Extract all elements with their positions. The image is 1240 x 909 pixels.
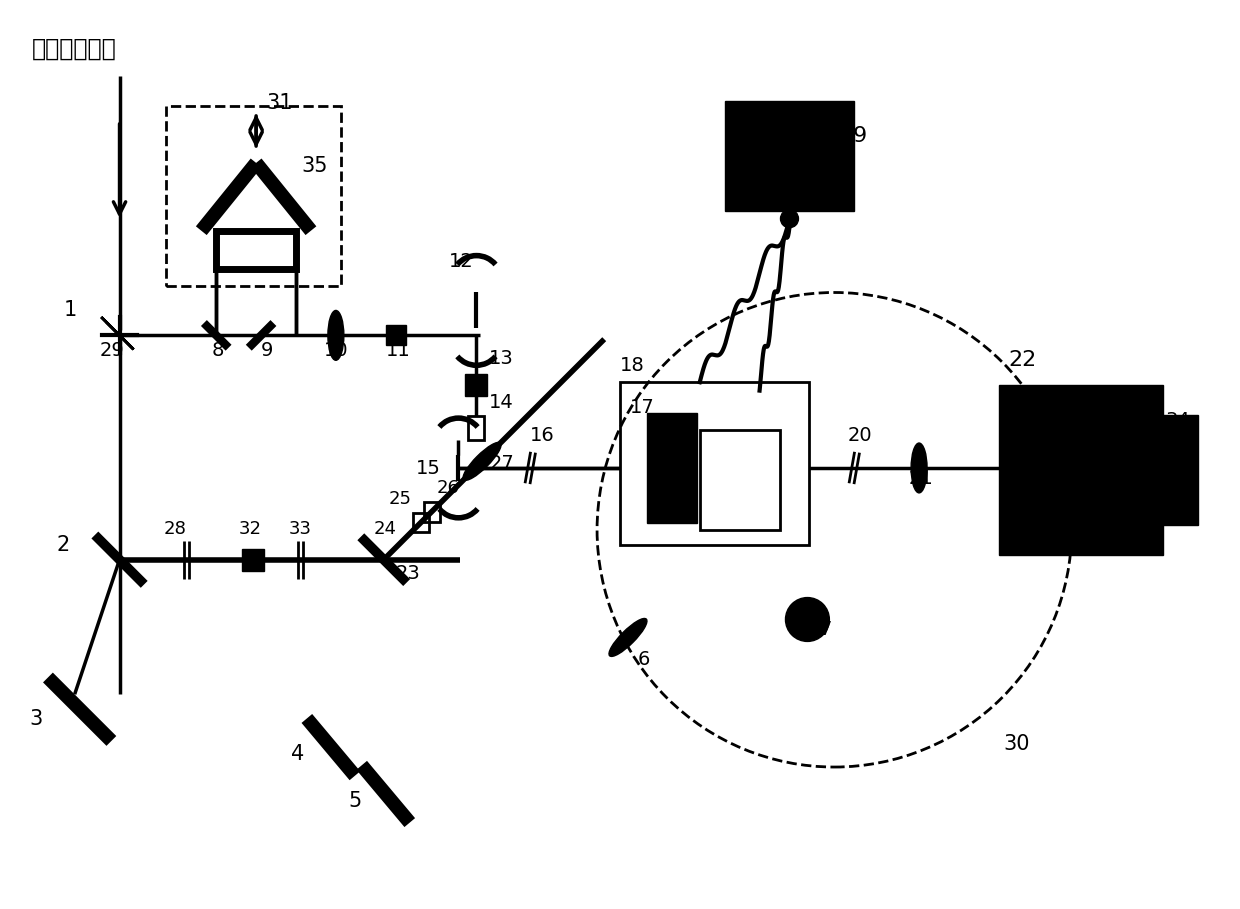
Bar [1163, 415, 1198, 524]
Text: 17: 17 [630, 398, 655, 417]
Text: 4: 4 [291, 744, 304, 764]
Circle shape [780, 210, 799, 227]
Text: 12: 12 [449, 252, 474, 271]
Bar [999, 385, 1163, 554]
Text: 35: 35 [301, 155, 327, 175]
Text: 3: 3 [30, 709, 43, 729]
Bar [469, 416, 485, 440]
Text: 18: 18 [620, 356, 645, 375]
Bar [413, 513, 429, 533]
Polygon shape [102, 317, 134, 349]
Bar [647, 413, 697, 523]
Text: 14: 14 [489, 393, 513, 412]
Bar [699, 430, 780, 530]
Bar [166, 106, 341, 285]
Text: 33: 33 [289, 520, 312, 538]
Text: 10: 10 [324, 341, 348, 360]
Text: 31: 31 [267, 93, 293, 113]
Text: 26: 26 [436, 479, 460, 496]
Text: 8: 8 [211, 341, 223, 360]
Text: 34: 34 [1166, 411, 1190, 430]
Text: 28: 28 [164, 520, 186, 538]
Text: 9: 9 [262, 341, 274, 360]
Text: 22: 22 [1009, 350, 1037, 370]
Ellipse shape [327, 311, 343, 360]
Text: 23: 23 [396, 564, 420, 583]
Text: 30: 30 [1004, 734, 1030, 754]
Bar [216, 231, 296, 268]
Text: 19: 19 [839, 126, 868, 146]
Text: 27: 27 [490, 454, 515, 474]
Bar [424, 502, 440, 522]
Text: 21: 21 [909, 469, 934, 488]
Text: 5: 5 [348, 791, 362, 811]
Text: 2: 2 [57, 534, 69, 554]
Text: 32: 32 [239, 520, 262, 538]
Text: 6: 6 [637, 650, 650, 669]
Text: 15: 15 [415, 459, 440, 478]
Text: 25: 25 [389, 490, 412, 507]
Text: 24: 24 [373, 520, 397, 538]
Ellipse shape [911, 443, 928, 493]
Bar [386, 325, 405, 345]
Text: 11: 11 [386, 341, 410, 360]
Bar [242, 549, 264, 571]
Text: 1: 1 [63, 300, 77, 320]
Text: 16: 16 [531, 426, 556, 445]
Text: 7: 7 [820, 621, 832, 639]
Ellipse shape [463, 443, 501, 480]
Text: 29: 29 [99, 341, 124, 360]
Circle shape [785, 597, 830, 642]
Bar [724, 101, 854, 211]
Text: 13: 13 [489, 349, 513, 368]
Ellipse shape [609, 618, 647, 656]
Text: 20: 20 [847, 426, 872, 445]
Bar [620, 382, 810, 544]
Bar [465, 375, 487, 396]
Text: 超短脉冲激光: 超短脉冲激光 [32, 36, 117, 60]
